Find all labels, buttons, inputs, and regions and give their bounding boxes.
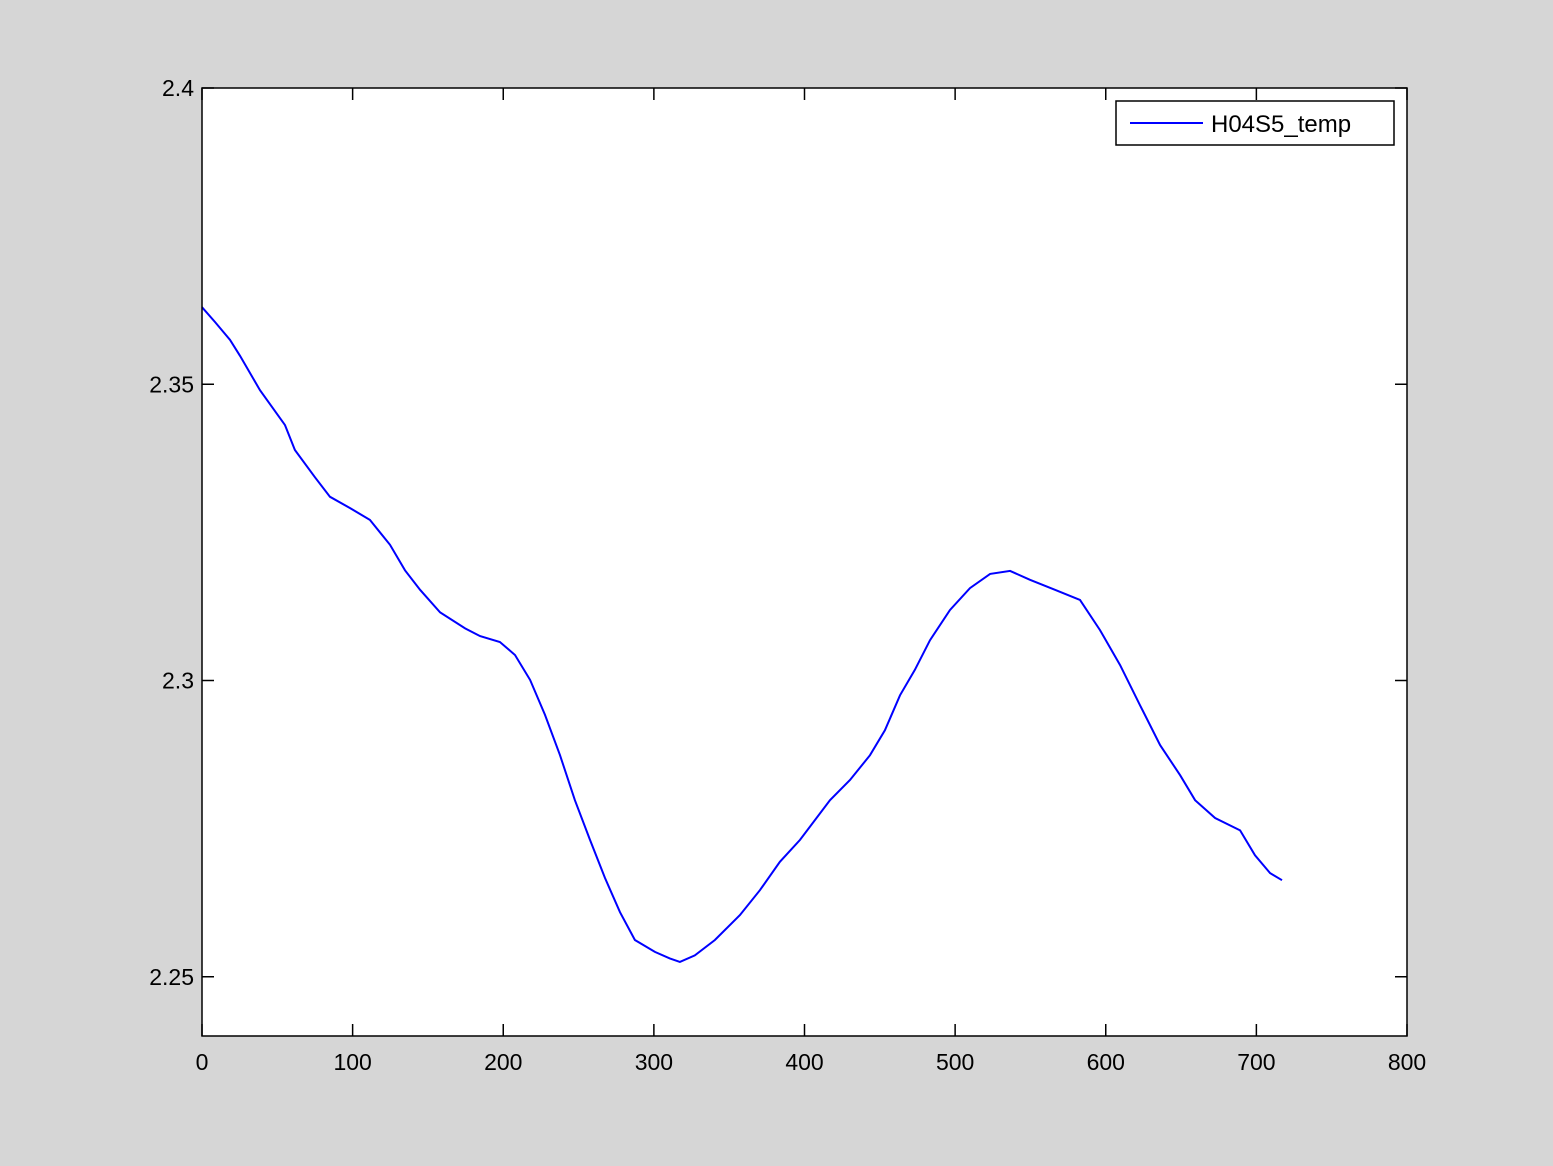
- series-line-h04s5-temp: [201, 306, 1283, 963]
- x-tick-label: 500: [936, 1049, 974, 1075]
- y-tick-label: 2.4: [162, 75, 194, 101]
- x-tick-label: 400: [785, 1049, 823, 1075]
- legend-label: H04S5_temp: [1211, 111, 1351, 138]
- y-tick-label: 2.3: [162, 668, 194, 694]
- y-tick-label: 2.35: [149, 371, 194, 397]
- x-tick-label: 600: [1087, 1049, 1125, 1075]
- legend[interactable]: H04S5_temp: [1115, 100, 1395, 146]
- x-axis-ticks: 0 100 200 300 400 500 600 700 800: [196, 88, 1426, 1075]
- x-tick-label: 0: [196, 1049, 209, 1075]
- x-tick-label: 800: [1388, 1049, 1426, 1075]
- x-tick-label: 200: [484, 1049, 522, 1075]
- x-tick-label: 100: [333, 1049, 371, 1075]
- plot-area: [202, 88, 1407, 1036]
- plot-frame: [201, 87, 1408, 1037]
- y-tick-label: 2.25: [149, 964, 194, 990]
- x-tick-label: 700: [1237, 1049, 1275, 1075]
- x-tick-label: 300: [635, 1049, 673, 1075]
